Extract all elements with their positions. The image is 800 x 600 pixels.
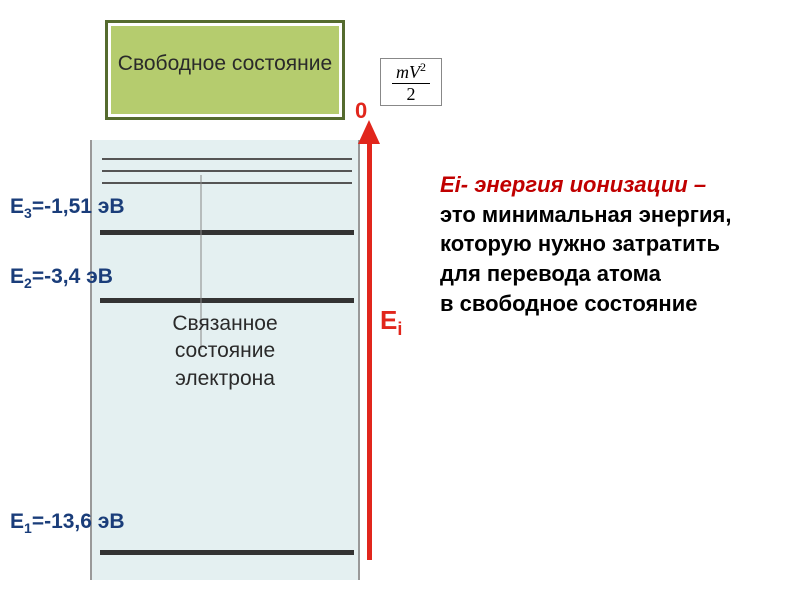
energy-level-e1 xyxy=(100,550,354,555)
definition-line3: которую нужно затратить xyxy=(440,231,720,256)
definition-line5: в свободное состояние xyxy=(440,291,697,316)
level-label-e2: Е2=-3,4 эВ xyxy=(10,265,113,291)
definition-text: Еi- энергия ионизации – это минимальная … xyxy=(440,170,780,318)
formula-v: V xyxy=(409,62,420,82)
e2-value: =-3,4 эВ xyxy=(32,265,113,288)
free-state-bottom-strip xyxy=(111,100,339,114)
free-state-label: Свободное состояние xyxy=(111,26,339,101)
level-label-e1: Е1=-13,6 эВ xyxy=(10,510,125,536)
ei-label: Ei xyxy=(380,305,402,340)
e1-prefix: Е xyxy=(10,510,24,533)
formula-numerator: mV2 xyxy=(392,60,430,84)
e2-prefix: Е xyxy=(10,265,24,288)
energy-level-e2 xyxy=(100,298,354,303)
kinetic-energy-formula: mV2 2 xyxy=(380,58,442,106)
free-state-box: Свободное состояние xyxy=(105,20,345,120)
arrow-head-icon xyxy=(358,120,380,144)
energy-diagram: Свободное состояние Связанное состояние … xyxy=(90,20,360,580)
energy-level-e3 xyxy=(100,230,354,235)
arrow-shaft xyxy=(367,134,372,560)
ei-sub: i xyxy=(397,319,402,339)
bound-state-label: Связанное состояние электрона xyxy=(130,310,320,392)
level-label-e3: Е3=-1,51 эВ xyxy=(10,195,125,221)
energy-level-thin-3 xyxy=(102,182,352,184)
ionization-arrow xyxy=(362,120,378,560)
definition-line2: это минимальная энергия, xyxy=(440,202,731,227)
e3-prefix: Е xyxy=(10,195,24,218)
e3-value: =-1,51 эВ xyxy=(32,195,125,218)
e1-sub: 1 xyxy=(24,520,32,536)
e3-sub: 3 xyxy=(24,205,32,221)
e2-sub: 2 xyxy=(24,275,32,291)
e1-value: =-13,6 эВ xyxy=(32,510,125,533)
ei-main: E xyxy=(380,305,397,335)
energy-level-thin-1 xyxy=(102,158,352,160)
energy-level-thin-2 xyxy=(102,170,352,172)
formula-denominator: 2 xyxy=(403,84,420,105)
definition-line4: для перевода атома xyxy=(440,261,661,286)
definition-title: Еi- энергия ионизации – xyxy=(440,172,706,197)
formula-exp: 2 xyxy=(420,60,426,74)
formula-m: m xyxy=(396,62,409,82)
